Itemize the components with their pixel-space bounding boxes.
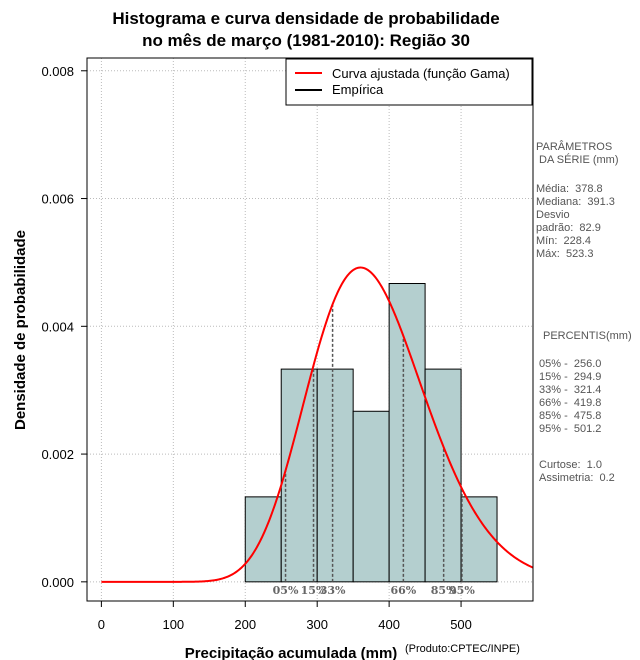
- legend-label-empirical: Empírica: [332, 82, 384, 97]
- percentile-label: 85%: [431, 584, 457, 597]
- y-tick-label: 0.006: [41, 192, 74, 207]
- percentil-66: 66% - 419.8: [539, 397, 602, 409]
- y-axis-label: Densidade de probabilidade: [12, 230, 29, 430]
- param-max: Máx: 523.3: [536, 248, 594, 260]
- histogram-bar: [352, 410, 390, 583]
- stats-list: Curtose: 1.0 Assimetria: 0.2: [539, 459, 615, 485]
- stat-skewness: Assimetria: 0.2: [539, 472, 615, 484]
- x-tick-label: 300: [306, 617, 328, 632]
- x-axis-label: Precipitação acumulada (mm): [185, 645, 398, 660]
- percentile-label: 66%: [390, 584, 416, 597]
- percentile-label: 15%: [301, 584, 327, 597]
- percentile-label: 05%: [273, 584, 299, 597]
- legend: Curva ajustada (função Gama) Empírica: [285, 58, 533, 106]
- histogram-bar: [280, 368, 318, 583]
- y-tick-label: 0.008: [41, 64, 74, 79]
- param-mean: Média: 378.8: [536, 183, 603, 195]
- plot-frame: [86, 57, 534, 602]
- percentil-33: 33% - 321.4: [539, 384, 602, 396]
- credit-label: (Produto:CPTEC/INPE): [405, 643, 520, 655]
- chart-title-line-2: no mês de março (1981-2010): Região 30: [142, 31, 470, 50]
- fitted-gamma-curve: [101, 266, 534, 583]
- y-tick-label: 0.002: [41, 447, 74, 462]
- histogram-bar: [316, 368, 354, 583]
- percentil-85: 85% - 475.8: [539, 410, 602, 422]
- chart-title-line-1: Histograma e curva densidade de probabil…: [112, 9, 499, 28]
- histogram-bars: [244, 283, 498, 583]
- params-list: Média: 378.8 Mediana: 391.3 Desvio padrã…: [536, 183, 615, 261]
- percentile-label: 33%: [320, 584, 346, 597]
- x-tick-label: 100: [162, 617, 184, 632]
- legend-label-fitted: Curva ajustada (função Gama): [332, 66, 510, 81]
- percentile-lines: [284, 304, 463, 582]
- histogram-bar: [388, 283, 426, 583]
- percentile-label: 95%: [449, 584, 475, 597]
- param-stddev: padrão: 82.9: [536, 222, 601, 234]
- params-title: PARÂMETROS DA SÉRIE (mm): [536, 141, 619, 166]
- x-tick-label: 400: [378, 617, 400, 632]
- y-tick-label: 0.004: [41, 319, 74, 334]
- histogram-bar: [244, 496, 282, 583]
- percentil-05: 05% - 256.0: [539, 358, 602, 370]
- y-tick-label: 0.000: [41, 575, 74, 590]
- param-min: Mín: 228.4: [536, 235, 592, 247]
- x-axis: 0 100 200 300 400 500: [98, 601, 472, 632]
- percentil-95: 95% - 501.2: [539, 423, 602, 435]
- percentil-15: 15% - 294.9: [539, 371, 602, 383]
- param-median: Mediana: 391.3: [536, 196, 615, 208]
- percentis-list: 05% - 256.0 15% - 294.9 33% - 321.4 66% …: [539, 358, 601, 436]
- x-tick-label: 200: [234, 617, 256, 632]
- param-stddev-label: Desvio: [536, 209, 570, 221]
- x-tick-label: 500: [450, 617, 472, 632]
- percentis-title: PERCENTIS(mm): [543, 330, 632, 342]
- legend-box: [285, 58, 533, 106]
- x-tick-label: 0: [98, 617, 105, 632]
- y-axis: 0.000 0.002 0.004 0.006 0.008: [41, 64, 87, 590]
- stat-kurtosis: Curtose: 1.0: [539, 459, 602, 471]
- percentile-labels: 05% 15%33% 66% 85%95%: [273, 584, 476, 597]
- histogram-bar: [460, 496, 498, 583]
